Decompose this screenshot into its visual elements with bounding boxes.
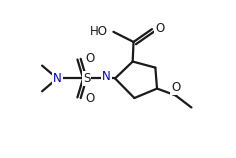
- Text: HO: HO: [90, 25, 108, 38]
- Text: O: O: [155, 22, 164, 35]
- Text: S: S: [83, 72, 90, 85]
- Text: O: O: [171, 81, 181, 94]
- Text: O: O: [85, 91, 95, 105]
- Text: N: N: [102, 70, 111, 82]
- Text: N: N: [53, 72, 62, 85]
- Text: O: O: [85, 52, 95, 65]
